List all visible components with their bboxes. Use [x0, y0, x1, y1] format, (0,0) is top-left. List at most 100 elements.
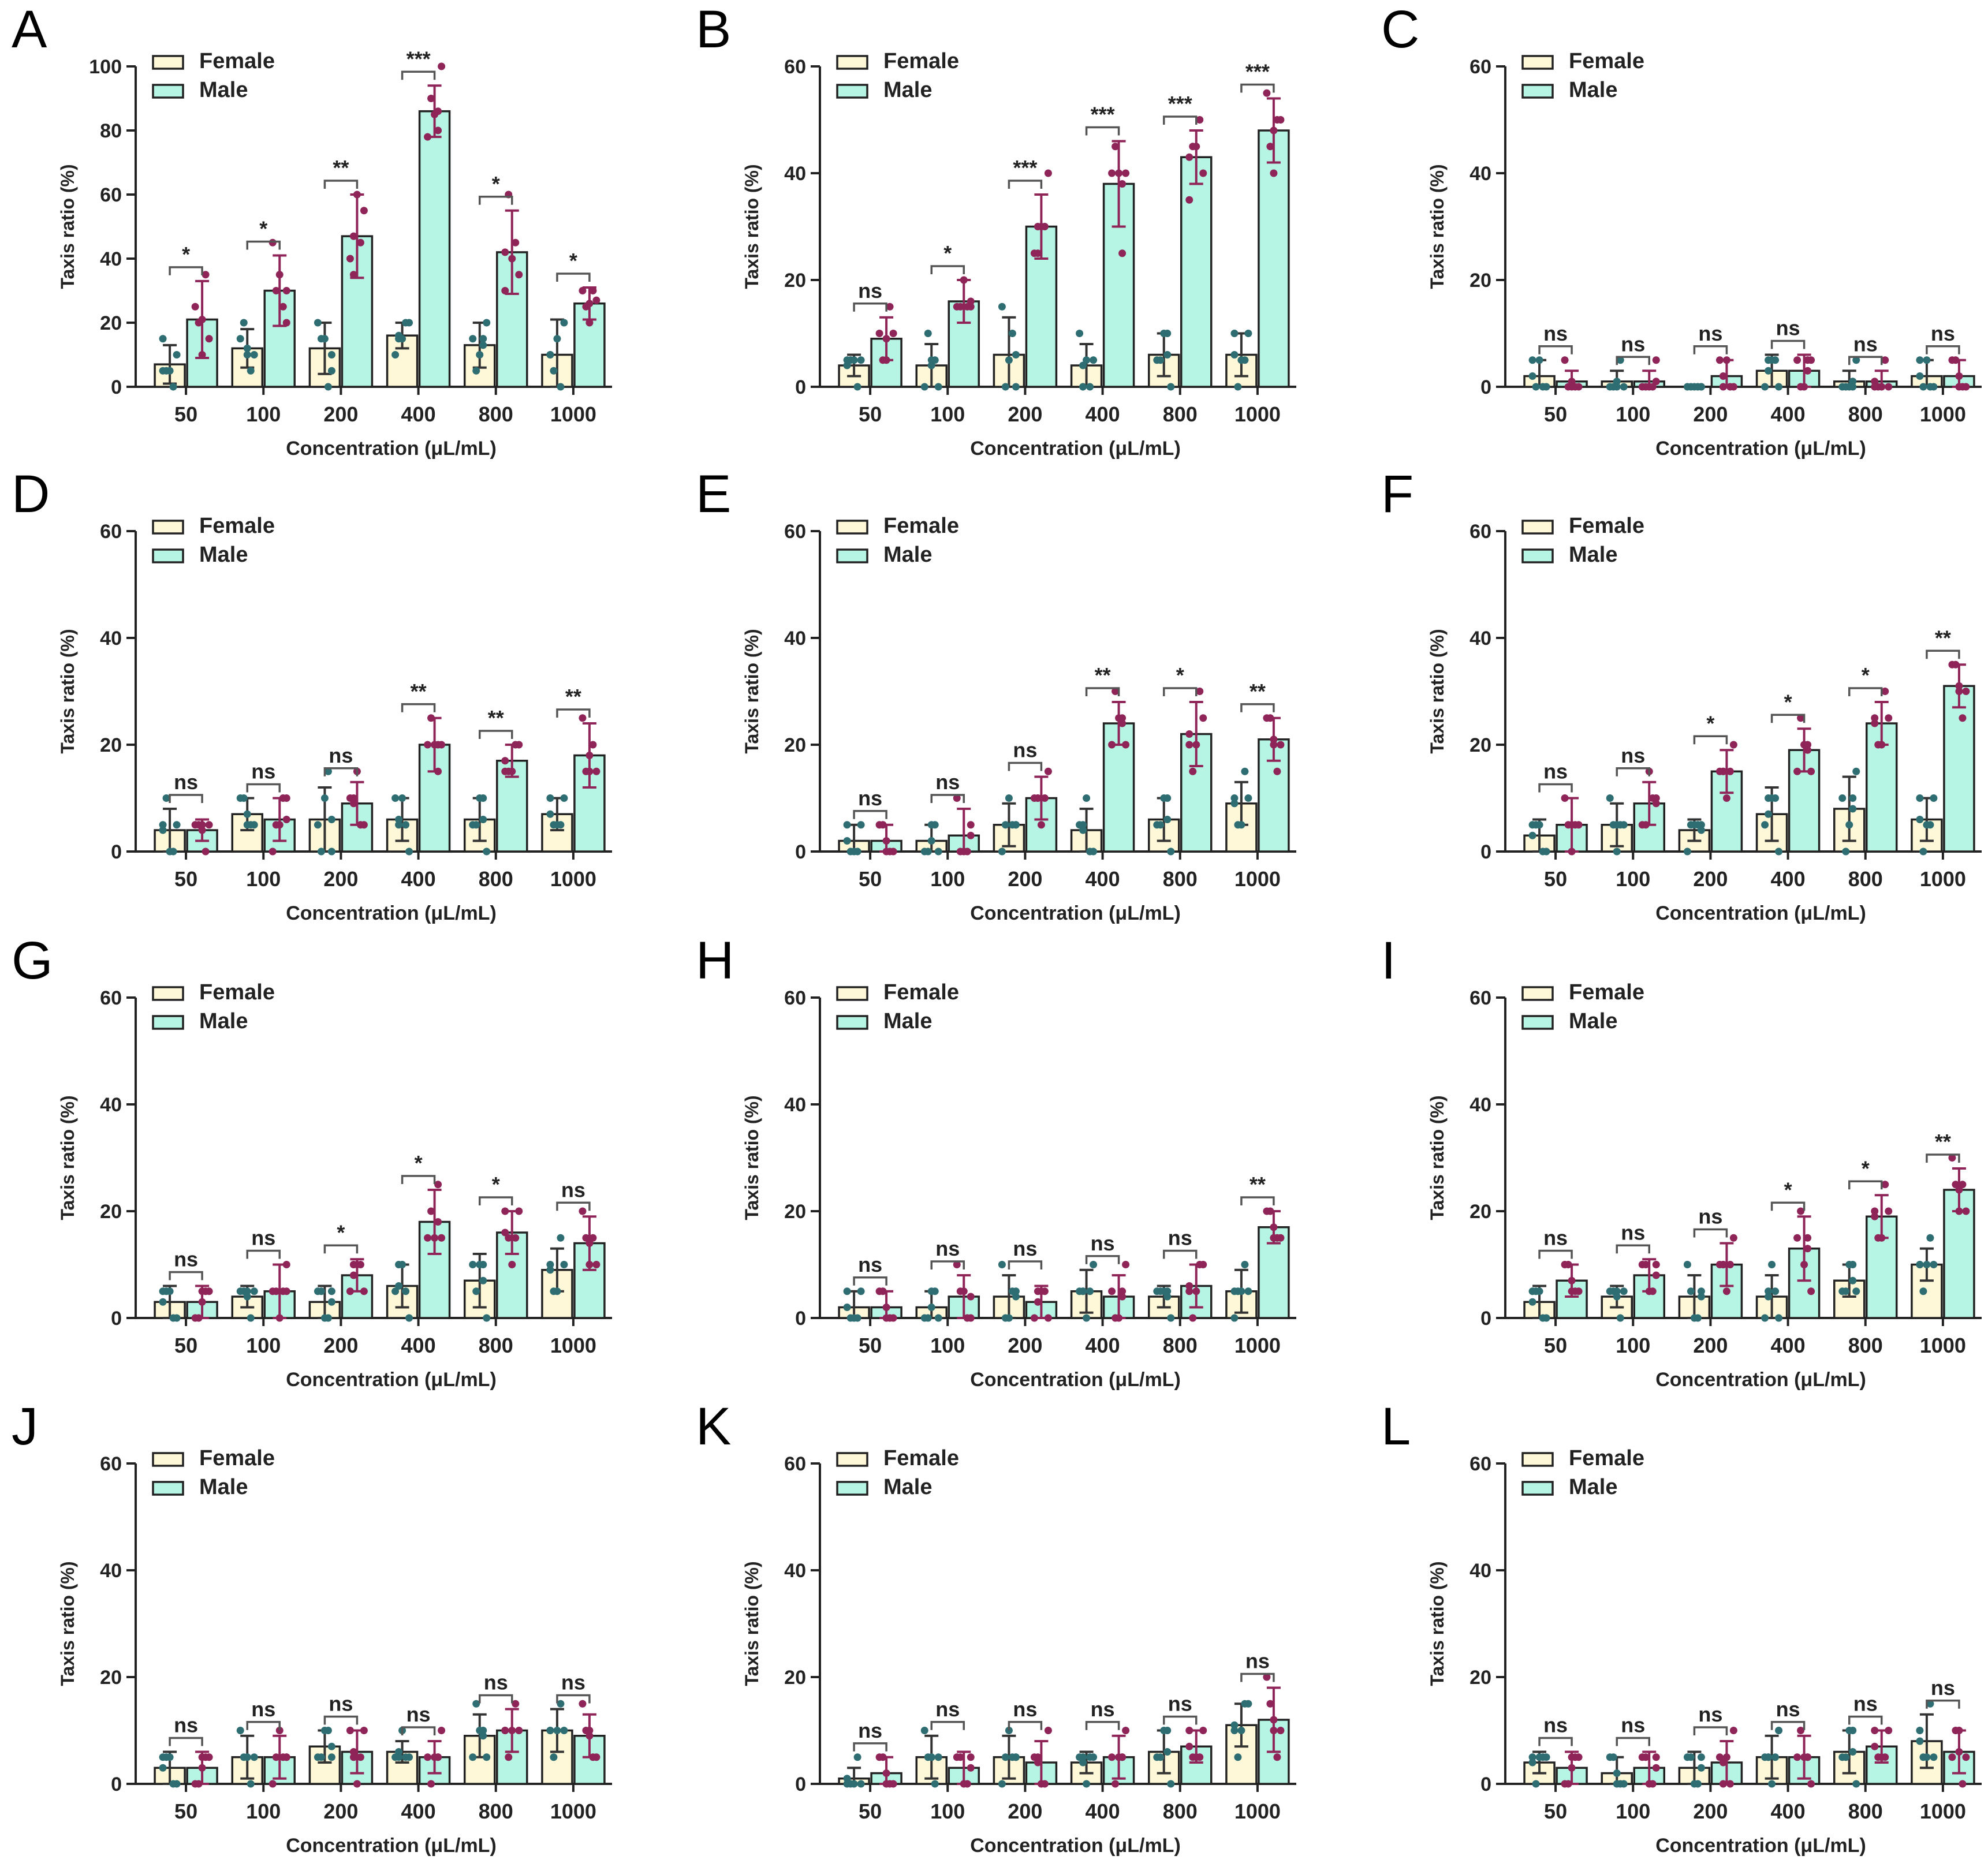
- y-tick-label: 0: [1480, 1773, 1491, 1795]
- data-point: [391, 351, 400, 359]
- data-point: [1118, 1287, 1127, 1295]
- significance-label: **: [1095, 663, 1111, 687]
- x-tick-label: 800: [479, 1334, 513, 1357]
- significance-label: ***: [1168, 92, 1192, 115]
- data-point: [1230, 351, 1239, 359]
- significance-label: *: [1706, 711, 1714, 735]
- data-point: [1012, 1293, 1020, 1301]
- x-axis-label: Concentration (μL/mL): [1655, 438, 1866, 460]
- data-point: [1528, 372, 1536, 380]
- data-point: [1955, 1186, 1963, 1194]
- data-point: [1697, 826, 1705, 834]
- data-point: [1115, 714, 1123, 722]
- data-point: [924, 847, 932, 856]
- significance-bracket: [556, 708, 591, 718]
- data-point: [1542, 1314, 1550, 1322]
- data-point: [1606, 794, 1614, 802]
- data-point: [250, 1287, 258, 1295]
- panel-D: D 0 20 40 60 Taxis ratio (%) 50 100 200 400 800 100…: [12, 465, 612, 924]
- data-point: [205, 1287, 213, 1295]
- data-point: [879, 1753, 887, 1761]
- data-point: [857, 1780, 865, 1788]
- data-point: [1952, 660, 1960, 669]
- legend-label-female: Female: [1569, 1446, 1644, 1470]
- significance-bracket: [1008, 1260, 1043, 1269]
- legend-label-female: Female: [883, 980, 959, 1005]
- data-point: [1199, 714, 1207, 722]
- data-point: [998, 1780, 1006, 1788]
- data-point: [956, 1287, 964, 1295]
- data-point: [1845, 821, 1853, 829]
- legend-swatch-female: [152, 520, 184, 535]
- significance-bracket: [1240, 703, 1275, 712]
- x-tick-label: 800: [1163, 1799, 1198, 1823]
- data-point: [198, 1764, 206, 1772]
- data-point: [557, 1234, 565, 1242]
- significance-label: ns: [174, 1248, 198, 1271]
- data-point: [279, 794, 287, 802]
- data-point: [1542, 847, 1550, 856]
- data-point: [1807, 356, 1815, 364]
- y-tick-label: 60: [1469, 1453, 1491, 1475]
- data-point: [550, 367, 558, 375]
- data-point: [1719, 1758, 1727, 1767]
- data-point: [1609, 1287, 1617, 1295]
- y-tick-label: 60: [1469, 521, 1491, 543]
- data-point: [963, 847, 971, 856]
- data-point: [1948, 1154, 1956, 1162]
- x-tick-label: 800: [479, 402, 513, 426]
- significance-bracket: [1008, 180, 1043, 189]
- data-point: [1044, 767, 1052, 775]
- data-point: [1532, 1780, 1540, 1788]
- legend-label-male: Male: [1569, 1475, 1617, 1499]
- legend-swatch-male: [836, 1481, 868, 1496]
- data-point: [582, 767, 590, 775]
- significance-label: ns: [1776, 1697, 1800, 1721]
- data-point: [1871, 1727, 1879, 1734]
- data-point: [857, 356, 865, 364]
- data-point: [1775, 1727, 1783, 1734]
- data-point: [1845, 1261, 1853, 1268]
- data-point: [1561, 794, 1569, 802]
- data-point: [476, 1727, 484, 1734]
- data-point: [1852, 356, 1860, 364]
- data-point: [927, 361, 935, 369]
- data-point: [1277, 1234, 1285, 1242]
- x-tick-label: 400: [1771, 1334, 1806, 1357]
- y-tick-label: 40: [784, 1560, 806, 1582]
- x-tick-label: 400: [1771, 1799, 1806, 1823]
- data-point: [1122, 1261, 1130, 1268]
- data-point: [1768, 1780, 1776, 1788]
- panel-label: F: [1381, 465, 1413, 524]
- data-point: [476, 351, 484, 359]
- data-point: [875, 330, 883, 337]
- data-point: [967, 831, 975, 839]
- y-tick-label: 60: [100, 987, 122, 1009]
- x-tick-label: 50: [1544, 402, 1567, 426]
- data-point: [346, 1727, 354, 1734]
- legend-swatch-female: [152, 55, 184, 70]
- data-point: [282, 816, 290, 823]
- data-point: [1761, 821, 1769, 829]
- data-point: [1528, 1758, 1536, 1767]
- data-point: [857, 821, 865, 829]
- y-tick-label: 40: [784, 163, 806, 185]
- panel-label: E: [696, 465, 731, 524]
- data-point: [920, 1727, 928, 1734]
- significance-bracket: [1616, 356, 1650, 365]
- significance-bracket: [1693, 1228, 1728, 1238]
- data-point: [1199, 1261, 1207, 1268]
- data-point: [1771, 794, 1780, 802]
- data-point: [1001, 1753, 1009, 1761]
- data-point: [268, 238, 277, 247]
- data-point: [1955, 372, 1963, 380]
- significance-label: *: [259, 216, 267, 240]
- legend-swatch-male: [152, 1015, 184, 1030]
- data-point: [1199, 1727, 1207, 1734]
- data-point: [1800, 741, 1808, 749]
- data-point: [998, 847, 1006, 856]
- data-point: [1163, 1748, 1172, 1756]
- data-point: [934, 1753, 942, 1761]
- x-tick-label: 50: [174, 1334, 197, 1357]
- x-tick-label: 50: [174, 867, 197, 891]
